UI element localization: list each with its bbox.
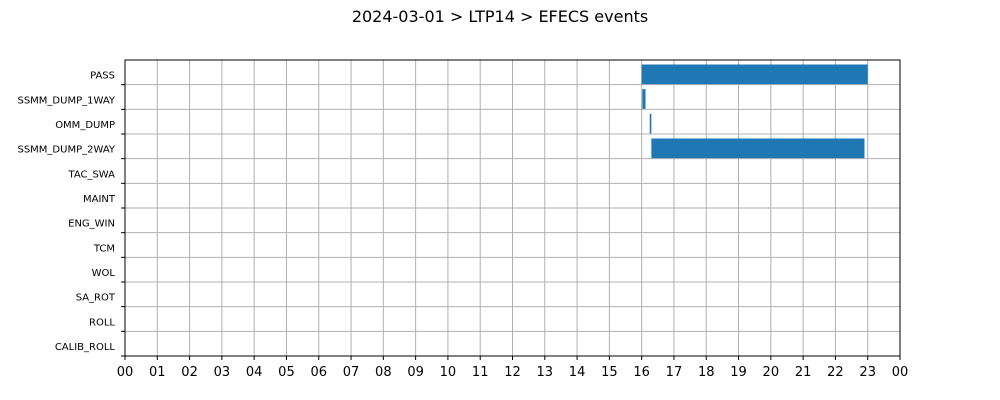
x-tick-label: 01 [149,365,166,380]
x-tick-label: 12 [504,365,521,380]
bars-layer [641,64,868,159]
x-axis: 00 01 02 03 04 05 06 07 08 09 10 11 12 13 14 15 16 17 18 19… [117,356,909,380]
y-category-label: SSMM_DUMP_1WAY [17,95,115,106]
y-category-label: WOL [92,268,116,279]
y-category-label: OMM_DUMP [55,120,115,131]
x-tick-label: 07 [343,365,360,380]
x-tick-label: 19 [730,365,747,380]
y-category-label: ROLL [89,317,115,328]
y-category-label: ENG_WIN [68,219,115,230]
y-category-label: SSMM_DUMP_2WAY [17,145,115,156]
x-tick-label: 03 [214,365,231,380]
x-tick-label: 00 [892,365,909,380]
y-category-label: MAINT [83,194,116,205]
y-category-label: PASS [90,71,115,82]
y-category-label: TCM [93,243,115,254]
x-tick-label: 16 [633,365,650,380]
x-tick-label: 02 [181,365,198,380]
x-tick-label: 10 [440,365,457,380]
x-tick-label: 21 [795,365,812,380]
x-tick-label: 08 [375,365,392,380]
x-tick-label: 05 [278,365,295,380]
x-tick-label: 22 [827,365,844,380]
y-category-label: SA_ROT [76,293,116,304]
event-bar [651,138,865,159]
x-tick-label: 18 [698,365,715,380]
x-tick-label: 04 [246,365,263,380]
x-tick-label: 06 [310,365,327,380]
y-axis: PASS SSMM_DUMP_1WAY OMM_DUMP SSMM_DUMP_2WAY… [17,71,125,357]
x-tick-label: 17 [666,365,683,380]
x-tick-label: 15 [601,365,618,380]
x-tick-label: 09 [407,365,424,380]
event-bar [649,113,652,134]
event-bar [642,89,646,109]
grid-layer [124,60,901,356]
chart-title: 2024-03-01 > LTP14 > EFECS events [352,7,648,26]
y-category-label: CALIB_ROLL [55,342,116,353]
x-tick-label: 11 [472,365,489,380]
x-tick-label: 13 [537,365,554,380]
x-tick-label: 20 [763,365,780,380]
x-tick-label: 00 [117,365,134,380]
y-category-label: TAC_SWA [67,169,115,180]
x-tick-label: 23 [859,365,876,380]
x-tick-label: 14 [569,365,586,380]
event-bar [641,64,868,85]
